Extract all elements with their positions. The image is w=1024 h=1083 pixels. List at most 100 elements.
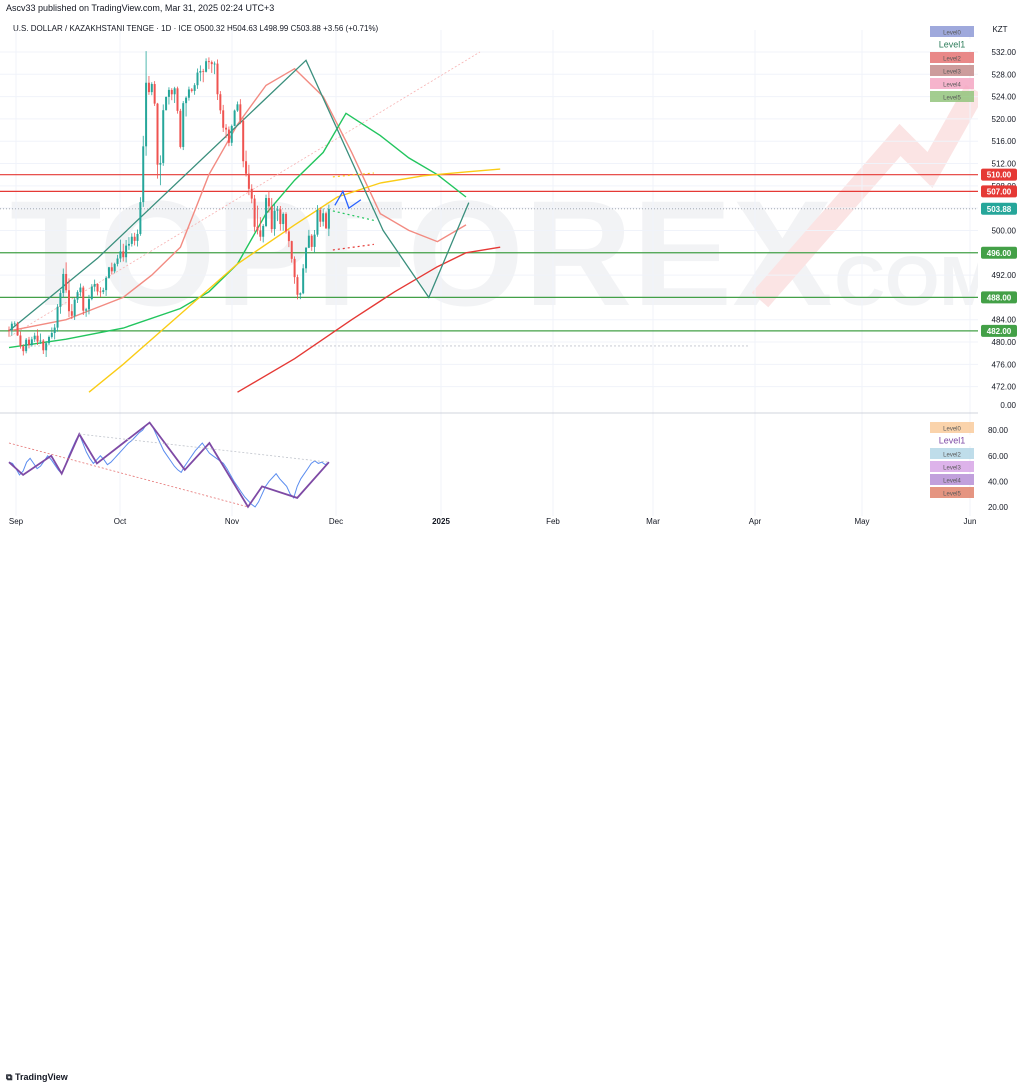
candle-body (122, 251, 125, 258)
ma-line-1 (8, 112, 467, 349)
rsi-trendline-2 (79, 433, 329, 463)
candle-body (322, 213, 325, 222)
time-label: 2025 (432, 517, 450, 526)
candle-body (102, 290, 105, 292)
zigzag-line (8, 59, 470, 332)
horizontal-levels (0, 51, 978, 347)
candle-body (193, 85, 196, 91)
candle-body (227, 129, 230, 143)
candle-body (165, 96, 168, 111)
candle-body (205, 61, 208, 72)
time-label: Feb (546, 517, 560, 526)
rsi-tick: 80.00 (988, 426, 1009, 435)
candle-body (287, 231, 290, 242)
level-badge-label: 496.00 (987, 249, 1012, 258)
candle-body (27, 339, 30, 346)
candle-body (65, 273, 68, 291)
legend-label: Level3 (943, 70, 961, 76)
candle-body (39, 340, 42, 342)
legend-label: Level1 (939, 40, 966, 50)
candle-body (42, 340, 45, 351)
candle-body (225, 127, 228, 130)
candle-body (219, 94, 222, 111)
currency-badge[interactable]: KZT (992, 25, 1008, 34)
footer: ⧉ TradingView (0, 534, 1024, 1082)
candle-body (125, 245, 128, 258)
candle-body (150, 84, 153, 93)
candle-body (30, 339, 33, 346)
candle-body (213, 63, 216, 65)
candle-body (262, 225, 265, 237)
rsi-legend-label: Level0 (943, 427, 961, 433)
time-label: Jun (964, 517, 977, 526)
rsi-legend-label: Level1 (939, 436, 966, 446)
ma-line-2 (88, 168, 501, 393)
candle-body (56, 306, 59, 328)
candle-body (296, 277, 299, 295)
candle-body (273, 210, 276, 230)
rsi-legend-swatch (930, 448, 974, 459)
candle-body (222, 110, 225, 128)
price-axis-bg (978, 38, 1024, 516)
level-badge-label: 510.00 (987, 171, 1012, 180)
candle-body (90, 286, 93, 300)
candle-body (156, 103, 159, 165)
candle-body (119, 251, 122, 259)
candle-body (76, 292, 79, 300)
legend-swatch (930, 39, 974, 50)
candle-body (279, 209, 282, 225)
level-badge (981, 185, 1017, 198)
candle-body (182, 103, 185, 147)
legend-label: Level4 (943, 83, 961, 89)
legend-swatch (930, 91, 974, 102)
candle-body (210, 62, 213, 65)
candle-body (267, 198, 270, 207)
brand-label: TradingView (14, 1072, 68, 1082)
projection-arrow (334, 189, 362, 210)
candle-body (187, 89, 190, 98)
rsi-trendline (8, 442, 249, 508)
candle-body (293, 258, 296, 278)
candles (8, 51, 330, 357)
legend-swatch (930, 65, 974, 76)
candle-body (207, 61, 210, 63)
candle-body (319, 209, 322, 222)
candle-body (216, 63, 219, 95)
level-badge (981, 324, 1017, 337)
candle-body (299, 293, 302, 295)
time-label: Sep (9, 517, 24, 526)
candle-body (147, 82, 150, 93)
price-tick: 520.00 (992, 115, 1017, 124)
level-badge-label: 482.00 (987, 327, 1012, 336)
candle-body (179, 110, 182, 147)
price-tick: 472.00 (992, 383, 1017, 392)
tradingview-logo[interactable]: ⧉ TradingView (6, 1072, 68, 1082)
candle-body (256, 226, 259, 231)
candle-body (305, 247, 308, 269)
price-zigzag (8, 59, 470, 332)
candle-body (8, 329, 10, 331)
publish-bar: Ascv33 published on TradingView.com, Mar… (0, 0, 1024, 16)
candle-body (25, 339, 28, 352)
candle-body (285, 213, 288, 232)
candle-body (45, 343, 48, 351)
chart-canvas[interactable]: TOPFOREX.COM 532.00528.00524.00520.00516… (0, 0, 1024, 534)
rsi-legend-swatch (930, 461, 974, 472)
projection-ma (332, 210, 375, 221)
candle-body (22, 346, 25, 352)
candle-body (245, 161, 248, 174)
candle-body (79, 287, 82, 293)
candle-body (316, 209, 319, 235)
legend-label: Level5 (943, 96, 961, 102)
candle-body (265, 198, 268, 226)
level-badge (981, 168, 1017, 181)
candle-body (50, 332, 53, 337)
candle-body (247, 173, 250, 189)
level-badge (981, 246, 1017, 259)
rsi-zigzag (8, 421, 330, 509)
channel-line (9, 51, 481, 337)
candle-body (310, 235, 313, 247)
candle-body (133, 236, 136, 241)
rsi-legend-label: Level4 (943, 479, 961, 485)
legend-swatch (930, 78, 974, 89)
